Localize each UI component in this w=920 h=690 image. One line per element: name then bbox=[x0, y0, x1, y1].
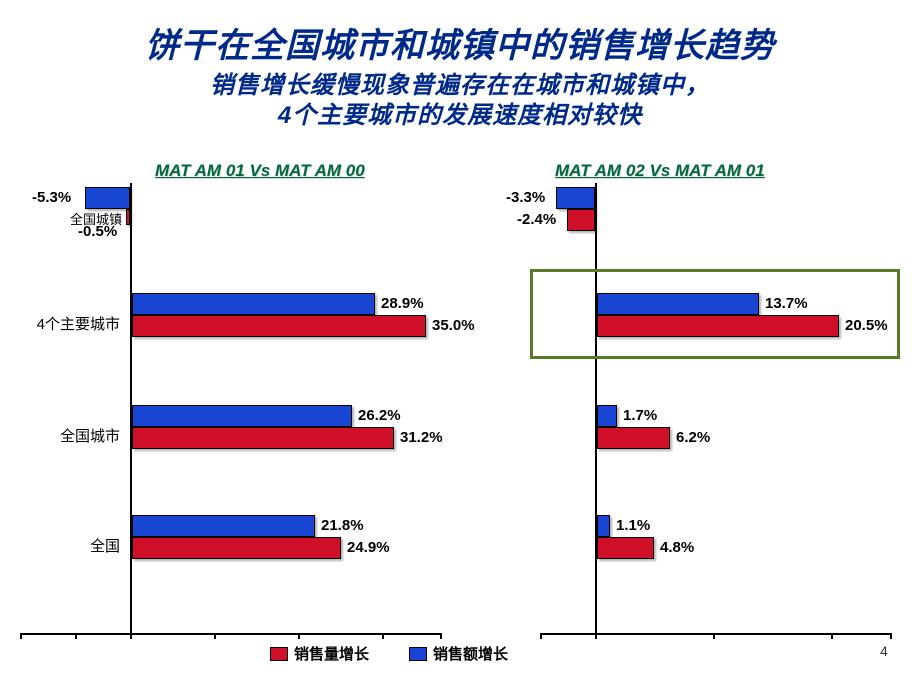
bar-left-3-blue bbox=[132, 515, 315, 537]
bar-left-2-blue bbox=[132, 405, 352, 427]
cat-label-3: 全国 bbox=[20, 535, 120, 556]
legend: 销售量增长 销售额增长 bbox=[270, 643, 508, 664]
bar-left-0-red bbox=[126, 209, 130, 225]
legend-label-volume: 销售量增长 bbox=[294, 643, 369, 664]
main-title: 饼干在全国城市和城镇中的销售增长趋势 bbox=[0, 0, 920, 67]
tick bbox=[890, 633, 892, 639]
right-x-axis bbox=[540, 633, 890, 635]
left-column-header: MAT AM 01 Vs MAT AM 00 bbox=[155, 161, 365, 181]
bar-left-0-blue bbox=[85, 187, 130, 209]
tick bbox=[20, 633, 22, 639]
tick bbox=[831, 633, 833, 639]
legend-swatch-red bbox=[270, 647, 288, 661]
cat-label-2: 全国城市 bbox=[20, 425, 120, 446]
bar-right-2-blue bbox=[597, 405, 617, 427]
tick bbox=[540, 633, 542, 639]
cat-label-1: 4个主要城市 bbox=[20, 313, 120, 334]
bar-right-2-red bbox=[597, 427, 670, 449]
bar-right-0-blue bbox=[556, 187, 595, 209]
tick bbox=[75, 633, 77, 639]
tick bbox=[713, 633, 715, 639]
val-left-3-red: 24.9% bbox=[347, 539, 390, 556]
bar-right-3-blue bbox=[597, 515, 610, 537]
left-x-axis bbox=[20, 633, 440, 635]
val-right-2-blue: 1.7% bbox=[623, 407, 657, 424]
bar-right-0-red bbox=[567, 209, 595, 231]
val-left-2-red: 31.2% bbox=[400, 429, 443, 446]
subtitle: 销售增长缓慢现象普遍存在在城市和城镇中， 4个主要城市的发展速度相对较快 bbox=[0, 71, 920, 131]
tick bbox=[595, 633, 597, 639]
val-right-2-red: 6.2% bbox=[676, 429, 710, 446]
subtitle-line1: 销售增长缓慢现象普遍存在在城市和城镇中， bbox=[210, 72, 710, 99]
bar-right-3-red bbox=[597, 537, 654, 559]
tick bbox=[440, 633, 442, 639]
bar-left-1-blue bbox=[132, 293, 375, 315]
right-column-header: MAT AM 02 Vs MAT AM 01 bbox=[555, 161, 765, 181]
page-number: 4 bbox=[880, 643, 888, 659]
bar-left-3-red bbox=[132, 537, 341, 559]
bar-left-1-red bbox=[132, 315, 426, 337]
tick bbox=[130, 633, 132, 639]
val-left-2-blue: 26.2% bbox=[358, 407, 401, 424]
val-left-3-blue: 21.8% bbox=[321, 517, 364, 534]
val-left-1-blue: 28.9% bbox=[381, 295, 424, 312]
legend-item-value: 销售额增长 bbox=[409, 643, 508, 664]
val-right-3-blue: 1.1% bbox=[616, 517, 650, 534]
tick bbox=[214, 633, 216, 639]
tick bbox=[298, 633, 300, 639]
tick bbox=[382, 633, 384, 639]
val-right-0-red: -2.4% bbox=[517, 211, 556, 228]
highlight-box bbox=[530, 269, 900, 359]
subtitle-line2: 4个主要城市的发展速度相对较快 bbox=[278, 102, 642, 129]
bar-left-2-red bbox=[132, 427, 394, 449]
legend-label-value: 销售额增长 bbox=[433, 643, 508, 664]
val-left-0-red: -0.5% bbox=[78, 223, 117, 240]
val-right-3-red: 4.8% bbox=[660, 539, 694, 556]
val-left-0-blue: -5.3% bbox=[32, 189, 71, 206]
val-right-0-blue: -3.3% bbox=[506, 189, 545, 206]
legend-item-volume: 销售量增长 bbox=[270, 643, 369, 664]
val-left-1-red: 35.0% bbox=[432, 317, 475, 334]
legend-swatch-blue bbox=[409, 647, 427, 661]
chart-area: MAT AM 01 Vs MAT AM 00 MAT AM 02 Vs MAT … bbox=[20, 165, 900, 660]
